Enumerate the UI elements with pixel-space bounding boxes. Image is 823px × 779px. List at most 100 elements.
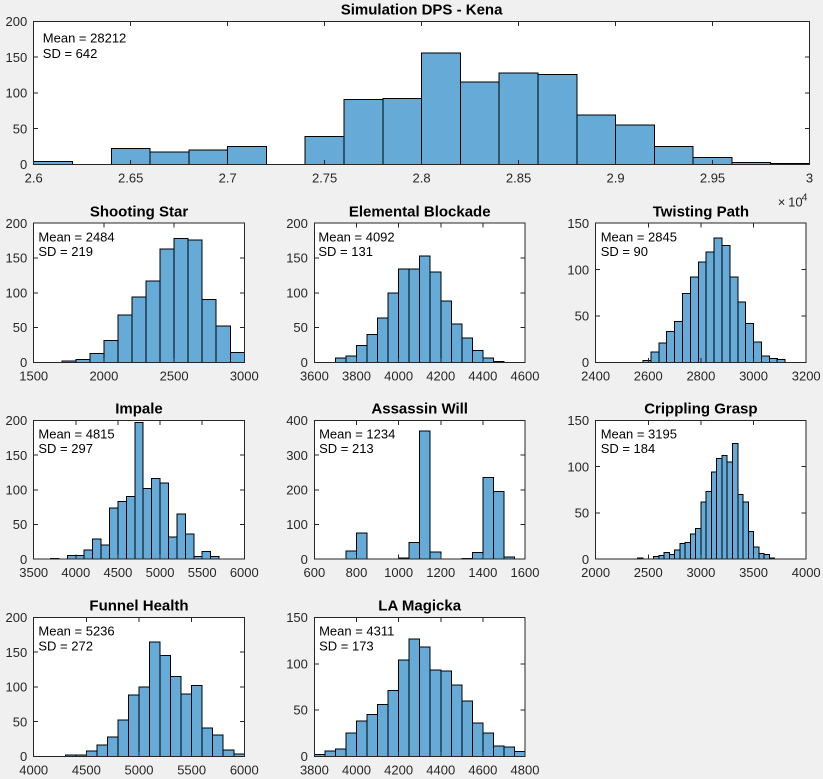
svg-text:2.95: 2.95 — [700, 170, 725, 185]
svg-text:200: 200 — [5, 216, 27, 231]
svg-text:SD = 173: SD = 173 — [319, 638, 374, 653]
svg-text:Mean = 1234: Mean = 1234 — [319, 427, 395, 442]
svg-text:Twisting Path: Twisting Path — [653, 203, 749, 220]
svg-text:1600: 1600 — [511, 565, 540, 580]
svg-text:Crippling Grasp: Crippling Grasp — [644, 401, 757, 418]
svg-text:400: 400 — [286, 413, 308, 428]
svg-text:2500: 2500 — [160, 368, 189, 383]
svg-text:4800: 4800 — [511, 762, 540, 777]
svg-text:0: 0 — [301, 355, 308, 370]
svg-text:Shooting Star: Shooting Star — [90, 203, 188, 220]
svg-text:Funnel Health: Funnel Health — [89, 598, 188, 615]
svg-text:0: 0 — [20, 157, 27, 172]
svg-text:100: 100 — [286, 517, 308, 532]
svg-text:0: 0 — [582, 552, 589, 567]
svg-text:4: 4 — [802, 191, 808, 203]
svg-text:50: 50 — [13, 121, 27, 136]
svg-text:Mean = 5236: Mean = 5236 — [38, 624, 114, 639]
svg-text:SD = 184: SD = 184 — [601, 441, 656, 456]
svg-text:×: × — [778, 195, 786, 210]
svg-text:5500: 5500 — [177, 762, 206, 777]
svg-text:SD = 272: SD = 272 — [38, 638, 93, 653]
svg-text:0: 0 — [582, 355, 589, 370]
svg-text:1500: 1500 — [19, 368, 48, 383]
svg-text:800: 800 — [346, 565, 368, 580]
svg-text:100: 100 — [5, 482, 27, 497]
svg-text:0: 0 — [20, 749, 27, 764]
svg-text:4200: 4200 — [426, 368, 455, 383]
svg-text:50: 50 — [13, 714, 27, 729]
svg-text:5500: 5500 — [188, 565, 217, 580]
svg-text:SD = 642: SD = 642 — [43, 46, 98, 61]
svg-text:4400: 4400 — [468, 368, 497, 383]
svg-text:200: 200 — [5, 14, 27, 29]
svg-text:50: 50 — [13, 320, 27, 335]
svg-text:50: 50 — [293, 703, 307, 718]
svg-text:Mean = 4092: Mean = 4092 — [318, 229, 394, 244]
svg-text:4400: 4400 — [426, 762, 455, 777]
svg-text:1400: 1400 — [468, 565, 497, 580]
svg-text:300: 300 — [286, 448, 308, 463]
svg-text:3500: 3500 — [19, 565, 48, 580]
svg-text:LA Magicka: LA Magicka — [378, 598, 461, 615]
svg-text:200: 200 — [5, 610, 27, 625]
svg-text:4200: 4200 — [384, 762, 413, 777]
svg-text:Mean = 3195: Mean = 3195 — [601, 427, 677, 442]
svg-text:Simulation DPS - Kena: Simulation DPS - Kena — [341, 1, 503, 18]
svg-text:150: 150 — [567, 413, 589, 428]
svg-text:3200: 3200 — [792, 368, 821, 383]
svg-text:2.65: 2.65 — [118, 170, 143, 185]
svg-text:150: 150 — [567, 216, 589, 231]
svg-text:2.75: 2.75 — [312, 170, 337, 185]
svg-text:50: 50 — [293, 320, 307, 335]
svg-text:150: 150 — [5, 50, 27, 65]
svg-text:3000: 3000 — [686, 565, 715, 580]
svg-text:Mean = 4815: Mean = 4815 — [38, 427, 114, 442]
svg-text:150: 150 — [5, 645, 27, 660]
svg-text:Mean = 4311: Mean = 4311 — [319, 624, 394, 639]
svg-text:50: 50 — [575, 309, 589, 324]
svg-text:SD = 297: SD = 297 — [38, 441, 93, 456]
svg-text:100: 100 — [567, 262, 589, 277]
svg-text:Assassin Will: Assassin Will — [371, 401, 468, 418]
svg-text:3800: 3800 — [300, 762, 329, 777]
svg-text:5000: 5000 — [146, 565, 175, 580]
svg-text:Impale: Impale — [115, 401, 163, 418]
svg-text:2.85: 2.85 — [506, 170, 531, 185]
svg-text:Mean = 2845: Mean = 2845 — [601, 229, 677, 244]
svg-text:150: 150 — [5, 251, 27, 266]
svg-text:Mean = 28212: Mean = 28212 — [43, 30, 126, 45]
svg-text:3500: 3500 — [739, 565, 768, 580]
svg-text:3800: 3800 — [342, 368, 371, 383]
svg-text:1000: 1000 — [384, 565, 413, 580]
svg-text:150: 150 — [286, 610, 308, 625]
svg-text:100: 100 — [286, 285, 308, 300]
svg-text:4000: 4000 — [61, 565, 90, 580]
svg-text:200: 200 — [286, 482, 308, 497]
svg-text:SD = 131: SD = 131 — [318, 244, 373, 259]
svg-text:2000: 2000 — [89, 368, 118, 383]
svg-text:4000: 4000 — [19, 762, 48, 777]
svg-text:6000: 6000 — [230, 565, 259, 580]
svg-text:Mean = 2484: Mean = 2484 — [38, 229, 114, 244]
svg-text:0: 0 — [20, 552, 27, 567]
svg-text:4500: 4500 — [103, 565, 132, 580]
svg-text:600: 600 — [304, 565, 326, 580]
svg-text:2500: 2500 — [634, 565, 663, 580]
svg-text:4600: 4600 — [468, 762, 497, 777]
svg-text:3000: 3000 — [230, 368, 259, 383]
svg-text:50: 50 — [13, 517, 27, 532]
svg-text:4600: 4600 — [511, 368, 540, 383]
svg-text:4500: 4500 — [72, 762, 101, 777]
svg-text:4000: 4000 — [342, 762, 371, 777]
svg-text:3000: 3000 — [739, 368, 768, 383]
svg-text:200: 200 — [5, 413, 27, 428]
svg-text:10: 10 — [788, 195, 802, 210]
svg-text:0: 0 — [301, 552, 308, 567]
svg-text:100: 100 — [567, 459, 589, 474]
svg-text:SD = 90: SD = 90 — [601, 244, 648, 259]
svg-text:1200: 1200 — [426, 565, 455, 580]
svg-text:2400: 2400 — [581, 368, 610, 383]
svg-text:100: 100 — [5, 86, 27, 101]
svg-text:150: 150 — [286, 251, 308, 266]
